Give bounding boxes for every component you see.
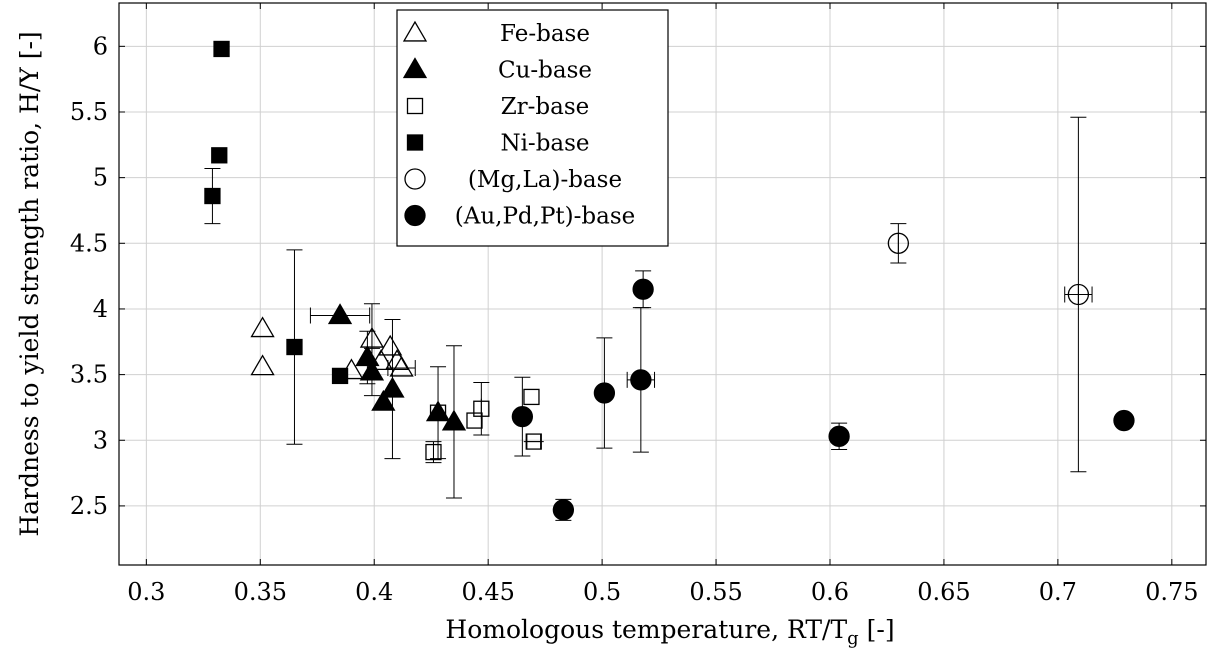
x-tick-label: 0.7 [1039, 578, 1077, 606]
y-tick-label: 3.5 [70, 361, 108, 389]
data-point [211, 147, 228, 164]
legend-label: Fe-base [500, 21, 590, 47]
y-tick-label: 5 [93, 164, 108, 192]
x-axis-label: Homologous temperature, RT/Tg [-] [445, 615, 894, 648]
legend-box [396, 9, 669, 247]
data-point [511, 405, 534, 428]
series-1 [309, 303, 467, 499]
data-point [384, 349, 410, 371]
legend-label: (Au,Pd,Pt)-base [455, 204, 636, 230]
data-point [828, 425, 850, 447]
y-tick-label: 4 [93, 295, 108, 323]
data-point [632, 278, 654, 300]
y-tick-label: 2.5 [70, 492, 108, 520]
x-tick-label: 0.4 [355, 578, 393, 606]
y-tick-label: 3 [93, 426, 108, 454]
data-point [359, 359, 385, 381]
data-point [523, 388, 540, 406]
x-tick-label: 0.35 [234, 578, 287, 606]
x-tick-label: 0.55 [689, 578, 742, 606]
x-tick-label: 0.3 [127, 578, 165, 606]
data-point [331, 367, 349, 385]
data-point [213, 40, 230, 58]
data-point [593, 382, 616, 404]
x-tick-label: 0.45 [461, 578, 514, 606]
x-tick-label: 0.5 [583, 578, 621, 606]
data-point [630, 369, 652, 391]
legend-label: Ni-base [500, 131, 589, 157]
legend: Fe-base Cu-base Zr-base Ni-base (Mg,La)-base… [396, 9, 669, 247]
legend-label: Cu-base [498, 58, 592, 84]
legend-marker [406, 97, 424, 115]
data-point [552, 499, 575, 521]
data-point [380, 376, 405, 398]
y-tick-label: 4.5 [70, 229, 108, 257]
series-2 [425, 381, 544, 464]
data-point [355, 345, 380, 367]
legend-marker [406, 134, 424, 151]
legend-marker [402, 20, 428, 42]
y-tick-label: 5.5 [70, 98, 108, 126]
data-point [371, 389, 396, 411]
data-point [327, 303, 353, 325]
series-5 [511, 270, 1135, 521]
series-4 [887, 116, 1093, 473]
data-point [429, 404, 447, 421]
legend-label: Zr-base [501, 94, 590, 120]
data-point [286, 338, 303, 356]
data-point [1113, 409, 1135, 432]
y-tick-label: 6 [93, 32, 108, 60]
data-point [441, 409, 467, 431]
data-point [250, 316, 275, 338]
x-tick-label: 0.6 [811, 578, 849, 606]
plot-frame [118, 2, 1207, 566]
legend-marker [402, 57, 428, 79]
y-axis-label: Hardness to yield strength ratio, H/Y [-… [15, 31, 44, 536]
data-point [466, 412, 483, 429]
data-point [250, 354, 275, 376]
legend-marker [404, 168, 426, 190]
y-axis-ticks: 2.5 3 3.5 4 4.5 5 5.5 6 [70, 32, 1206, 520]
data-point [389, 355, 414, 377]
data-point [378, 334, 403, 356]
x-axis-ticks: 0.3 0.35 0.4 0.45 0.5 0.55 0.6 0.65 0.7 0.75 [127, 3, 1199, 606]
x-tick-label: 0.65 [917, 578, 970, 606]
legend-label: (Mg,La)-base [468, 167, 622, 193]
data-point [204, 187, 221, 205]
series-3 [204, 40, 349, 445]
data-marks [204, 40, 1135, 521]
x-tick-label: 0.75 [1145, 578, 1198, 606]
legend-marker [404, 204, 426, 227]
